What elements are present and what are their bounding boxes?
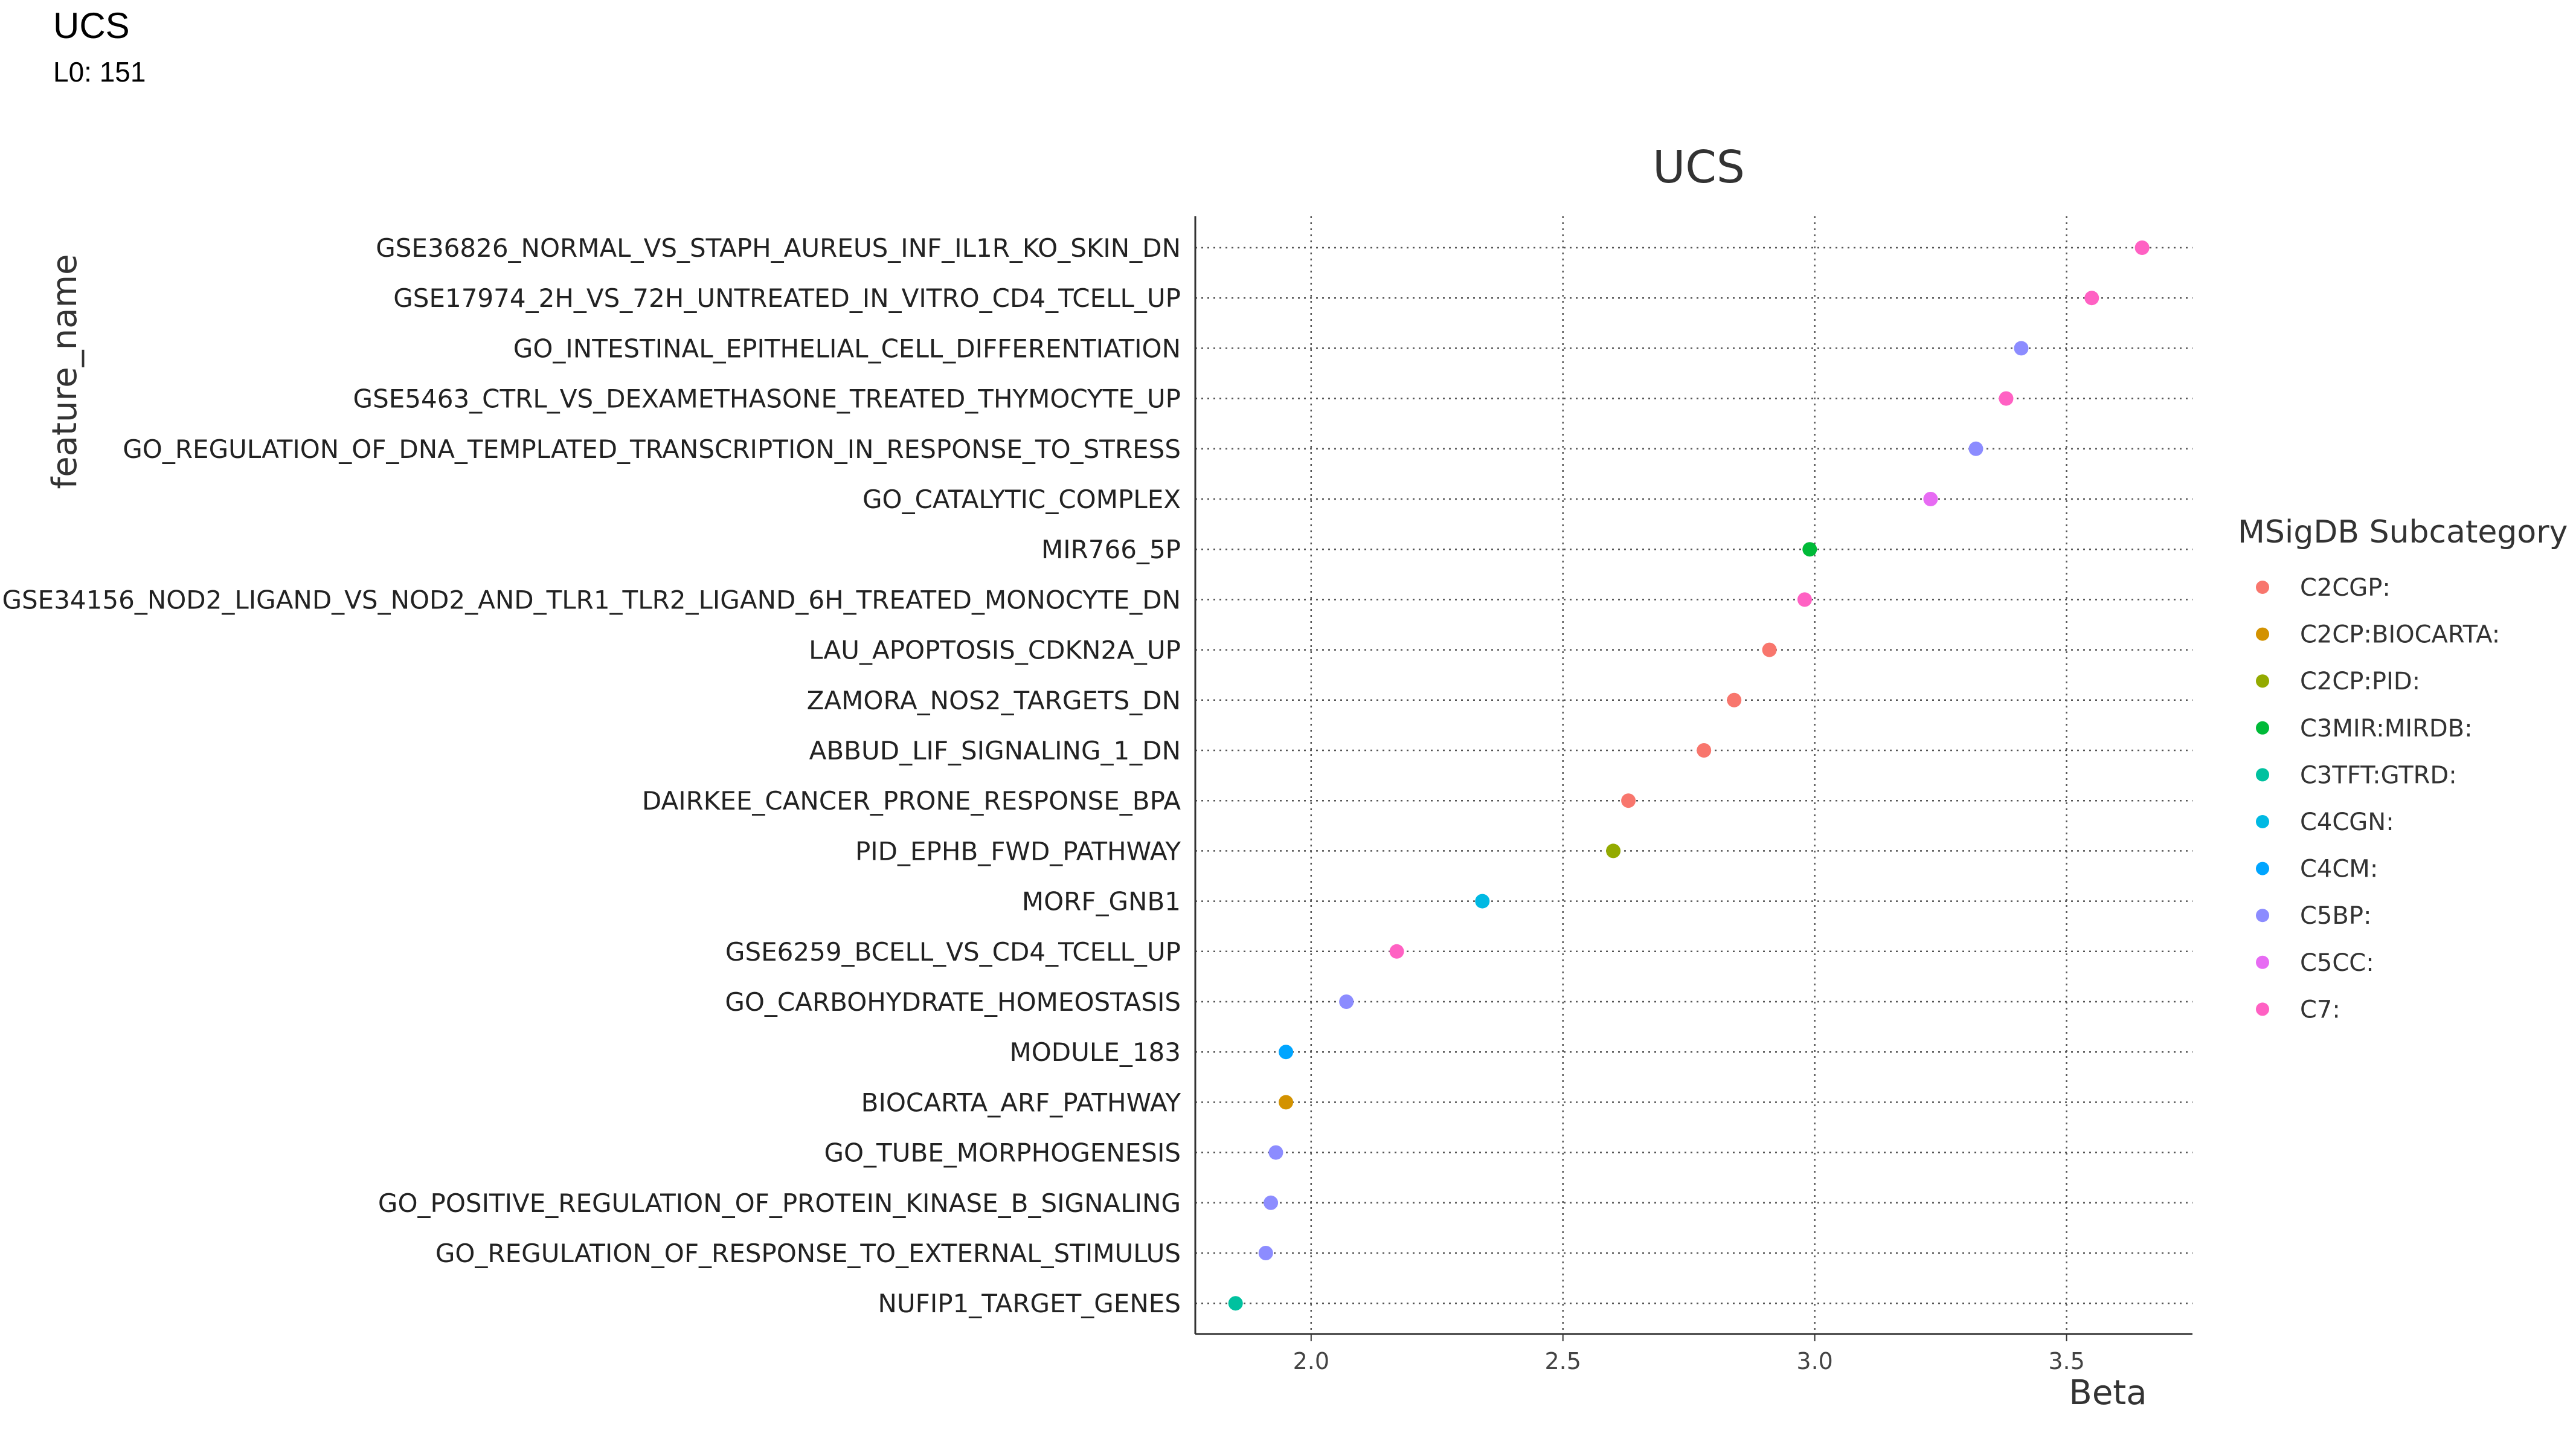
data-point bbox=[2084, 291, 2099, 306]
y-tick-label: NUFIP1_TARGET_GENES bbox=[878, 1289, 1181, 1318]
x-tick-labels: 2.0 2.5 3.0 3.5 bbox=[1293, 1348, 2085, 1374]
legend: MSigDB Subcategory C2CGP: C2CP:BIOCARTA: C… bbox=[2238, 514, 2568, 1023]
chart-title: UCS bbox=[1653, 141, 1745, 193]
y-tick-label: LAU_APOPTOSIS_CDKN2A_UP bbox=[809, 636, 1181, 665]
legend-swatch bbox=[2256, 909, 2269, 923]
legend-label: C4CGN: bbox=[2300, 808, 2394, 836]
x-tick-label: 3.0 bbox=[1796, 1348, 1832, 1374]
legend-title: MSigDB Subcategory bbox=[2238, 514, 2568, 550]
data-point bbox=[1762, 642, 1777, 657]
y-tick-label: GO_INTESTINAL_EPITHELIAL_CELL_DIFFERENTI… bbox=[513, 334, 1181, 363]
legend-label: C2CGP: bbox=[2300, 574, 2391, 602]
page-subtitle: L0: 151 bbox=[53, 56, 146, 88]
data-point bbox=[1797, 592, 1812, 607]
y-tick-label: GSE5463_CTRL_VS_DEXAMETHASONE_TREATED_TH… bbox=[353, 384, 1181, 414]
data-point bbox=[1228, 1296, 1243, 1311]
legend-swatch bbox=[2256, 862, 2269, 875]
y-tick-label: GSE36826_NORMAL_VS_STAPH_AUREUS_INF_IL1R… bbox=[376, 233, 1181, 263]
x-tick-label: 3.5 bbox=[2048, 1348, 2084, 1374]
y-tick-labels: GSE36826_NORMAL_VS_STAPH_AUREUS_INF_IL1R… bbox=[2, 233, 1181, 1318]
y-axis-title: feature_name bbox=[45, 254, 85, 489]
y-tick-label: GSE6259_BCELL_VS_CD4_TCELL_UP bbox=[725, 937, 1181, 967]
data-point bbox=[1279, 1045, 1294, 1060]
legend-swatch bbox=[2256, 581, 2269, 594]
y-tick-label: GSE34156_NOD2_LIGAND_VS_NOD2_AND_TLR1_TL… bbox=[2, 585, 1181, 614]
data-point bbox=[1999, 391, 2014, 406]
y-tick-label: GO_CARBOHYDRATE_HOMEOSTASIS bbox=[725, 987, 1181, 1017]
y-tick-label: GSE17974_2H_VS_72H_UNTREATED_IN_VITRO_CD… bbox=[393, 283, 1181, 313]
legend-swatch bbox=[2256, 674, 2269, 688]
data-point bbox=[1621, 793, 1636, 808]
x-axis-title: Beta bbox=[2069, 1373, 2147, 1413]
data-point bbox=[1258, 1246, 1273, 1260]
data-point bbox=[1264, 1195, 1279, 1210]
x-tick-label: 2.5 bbox=[1544, 1348, 1581, 1374]
y-tick-label: PID_EPHB_FWD_PATHWAY bbox=[855, 836, 1181, 866]
y-tick-label: MODULE_183 bbox=[1010, 1037, 1181, 1067]
x-tick-label: 2.0 bbox=[1293, 1348, 1329, 1374]
y-tick-label: MIR766_5P bbox=[1041, 535, 1181, 564]
legend-label: C5BP: bbox=[2300, 902, 2371, 930]
legend-label: C3MIR:MIRDB: bbox=[2300, 715, 2473, 743]
y-tick-label: GO_REGULATION_OF_RESPONSE_TO_EXTERNAL_ST… bbox=[435, 1239, 1181, 1268]
y-tick-label: GO_REGULATION_OF_DNA_TEMPLATED_TRANSCRIP… bbox=[123, 434, 1181, 464]
legend-label: C5CC: bbox=[2300, 949, 2374, 977]
axis-layer bbox=[1194, 216, 2192, 1335]
y-tick-label: GO_CATALYTIC_COMPLEX bbox=[862, 485, 1181, 514]
legend-label: C4CM: bbox=[2300, 856, 2378, 883]
data-point bbox=[2134, 240, 2150, 255]
y-tick-label: MORF_GNB1 bbox=[1022, 887, 1181, 917]
legend-label: C3TFT:GTRD: bbox=[2300, 761, 2457, 789]
legend-swatch bbox=[2256, 955, 2269, 969]
y-tick-label: ABBUD_LIF_SIGNALING_1_DN bbox=[809, 736, 1181, 765]
data-point bbox=[1802, 542, 1817, 557]
y-tick-label: BIOCARTA_ARF_PATHWAY bbox=[861, 1088, 1181, 1117]
y-tick-label: GO_POSITIVE_REGULATION_OF_PROTEIN_KINASE… bbox=[378, 1188, 1181, 1218]
data-point bbox=[1923, 492, 1938, 506]
data-point bbox=[2014, 341, 2029, 356]
data-point bbox=[1727, 692, 1742, 707]
data-point bbox=[1339, 994, 1354, 1009]
legend-label: C7: bbox=[2300, 996, 2340, 1023]
data-points bbox=[1228, 240, 2150, 1311]
legend-label: C2CP:BIOCARTA: bbox=[2300, 621, 2500, 649]
legend-label: C2CP:PID: bbox=[2300, 668, 2420, 695]
data-point bbox=[1389, 944, 1404, 959]
legend-swatch bbox=[2256, 721, 2269, 735]
data-point bbox=[1279, 1095, 1294, 1110]
y-tick-label: ZAMORA_NOS2_TARGETS_DN bbox=[807, 686, 1181, 715]
data-point bbox=[1268, 1145, 1283, 1160]
data-point bbox=[1968, 441, 1983, 456]
data-point bbox=[1606, 843, 1621, 859]
page-title: UCS bbox=[53, 5, 130, 46]
grid-layer bbox=[1195, 216, 2192, 1341]
legend-swatch bbox=[2256, 627, 2269, 641]
legend-swatch bbox=[2256, 1002, 2269, 1016]
data-point bbox=[1697, 743, 1712, 758]
data-point bbox=[1475, 894, 1490, 909]
y-tick-label: DAIRKEE_CANCER_PRONE_RESPONSE_BPA bbox=[642, 786, 1181, 816]
legend-swatch bbox=[2256, 815, 2269, 828]
legend-swatch bbox=[2256, 768, 2269, 782]
y-tick-label: GO_TUBE_MORPHOGENESIS bbox=[824, 1138, 1181, 1168]
